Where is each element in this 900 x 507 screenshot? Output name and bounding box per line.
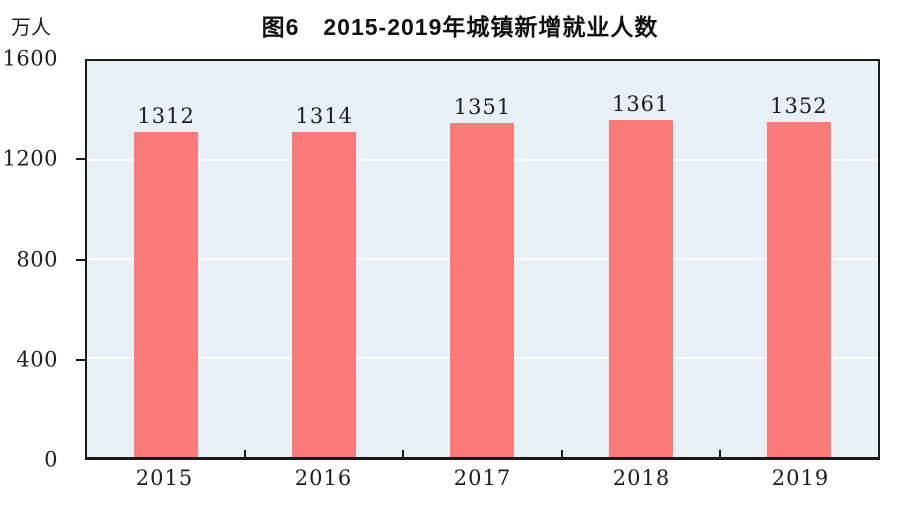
- x-tick-label-2018: 2018: [612, 466, 671, 490]
- bar-2019: [766, 122, 831, 457]
- bar-2018: [608, 120, 673, 457]
- x-tick-label-2015: 2015: [135, 466, 194, 490]
- x-tick-label-2019: 2019: [771, 466, 830, 490]
- chart-title: 图6 2015-2019年城镇新增就业人数: [261, 14, 659, 40]
- plot-area: 1312 1314 1351 1361 1352: [85, 59, 880, 460]
- y-axis-tick-marks: [76, 59, 85, 460]
- x-tick-mark-4: [718, 450, 721, 457]
- y-tick-label-1600: 1600: [2, 46, 58, 71]
- x-tick-mark-3: [560, 450, 563, 457]
- y-tick-mark-800: [76, 258, 85, 261]
- y-tick-label-400: 400: [16, 347, 58, 372]
- x-tick-mark-1: [244, 450, 247, 457]
- y-tick-label-1200: 1200: [2, 146, 58, 171]
- bar-value-label-2016: 1314: [295, 103, 353, 128]
- y-tick-mark-400: [76, 358, 85, 361]
- bar-value-label-2018: 1361: [611, 92, 670, 117]
- bar-value-label-2017: 1351: [453, 94, 512, 119]
- bar-group-2015: 1312: [87, 61, 245, 457]
- bar-group-2018: 1361: [562, 61, 720, 457]
- bar-group-2019: 1352: [720, 61, 878, 457]
- y-axis-unit-label: 万人: [11, 17, 51, 39]
- bar-2016: [292, 131, 357, 457]
- y-tick-mark-1200: [76, 158, 85, 161]
- y-tick-label-0: 0: [44, 447, 58, 472]
- y-tick-label-800: 800: [16, 247, 58, 271]
- x-tick-label-2016: 2016: [294, 466, 353, 490]
- bar-value-label-2015: 1312: [137, 104, 195, 129]
- bar-value-label-2019: 1352: [770, 94, 828, 119]
- y-axis-tick-labels: 0 400 800 1200 1600: [0, 48, 58, 470]
- bar-group-2017: 1351: [403, 61, 561, 457]
- bar-2015: [134, 132, 199, 457]
- bar-group-2016: 1314: [245, 61, 403, 457]
- x-tick-mark-2: [402, 450, 405, 457]
- bar-2017: [450, 122, 515, 457]
- x-axis-tick-labels: 2015 2016 2017 2018 2019: [85, 468, 880, 498]
- x-tick-label-2017: 2017: [453, 466, 512, 490]
